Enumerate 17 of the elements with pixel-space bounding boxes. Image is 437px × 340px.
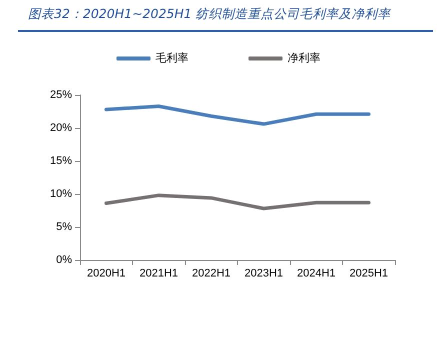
legend-label: 毛利率: [156, 52, 188, 64]
line-series: [104, 104, 370, 126]
y-tick-label: 25%: [50, 89, 72, 101]
x-tick-label: 2021H1: [139, 268, 178, 280]
chart-title: 图表32：2020H1~2025H1 纺织制造重点公司毛利率及净利率: [28, 6, 391, 23]
y-tick-label: 0%: [56, 254, 72, 266]
y-tick-label: 5%: [56, 221, 72, 233]
y-tick-label: 15%: [50, 155, 72, 167]
x-tick-label: 2023H1: [244, 268, 284, 280]
x-tick-label: 2020H1: [86, 268, 126, 280]
x-tick-label: 2025H1: [349, 268, 388, 280]
legend-label: 净利率: [288, 52, 320, 64]
y-tick-label: 20%: [50, 122, 72, 134]
y-tick-label: 10%: [50, 188, 72, 200]
x-tick-label: 2022H1: [192, 268, 231, 280]
x-tick-label: 2024H1: [296, 268, 336, 280]
line-series: [104, 194, 370, 210]
